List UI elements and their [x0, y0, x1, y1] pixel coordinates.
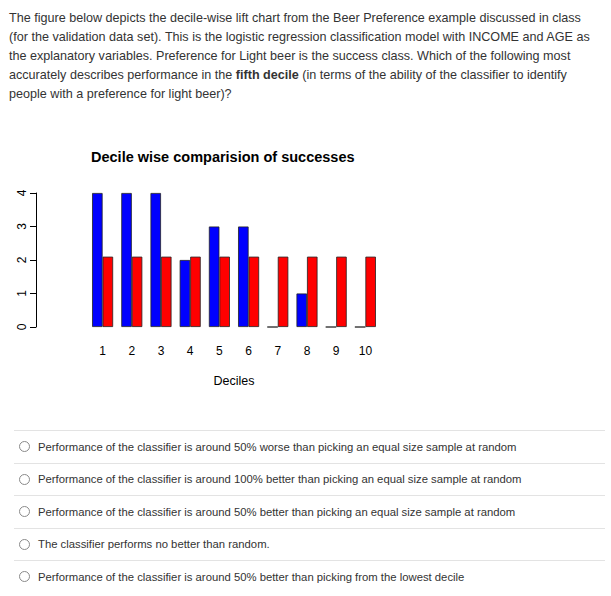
svg-text:10: 10: [359, 344, 373, 358]
svg-text:3: 3: [15, 223, 29, 230]
svg-text:Deciles: Deciles: [214, 374, 255, 388]
html-text:Performance of the classifier: Performance of the classifier is around …: [38, 505, 516, 518]
svg-text:1: 1: [15, 290, 29, 297]
html-text:Performance of the classifier: Performance of the classifier is around …: [38, 570, 465, 583]
html-text:Performance of the classifier: Performance of the classifier is around …: [38, 473, 522, 486]
svg-text:5: 5: [216, 344, 223, 358]
svg-text:1: 1: [99, 344, 106, 358]
svg-text:4: 4: [187, 344, 194, 358]
svg-text:4: 4: [15, 189, 29, 196]
svg-text:6: 6: [245, 344, 252, 358]
html-text:The figure below depicts the d: The figure below depicts the decile-wise…: [9, 11, 590, 101]
svg-text:3: 3: [158, 344, 165, 358]
svg-text:9: 9: [333, 344, 340, 358]
svg-text:7: 7: [274, 344, 281, 358]
svg-text:0: 0: [15, 323, 29, 330]
svg-text:2: 2: [128, 344, 135, 358]
svg-text:Decile wise comparision of suc: Decile wise comparision of successes: [91, 149, 355, 165]
svg-text:2: 2: [15, 256, 29, 263]
html-text:The classifier performs no bet: The classifier performs no better than r…: [38, 538, 270, 551]
svg-text:8: 8: [304, 344, 311, 358]
html-text:Performance of the classifier: Performance of the classifier is around …: [38, 440, 517, 453]
